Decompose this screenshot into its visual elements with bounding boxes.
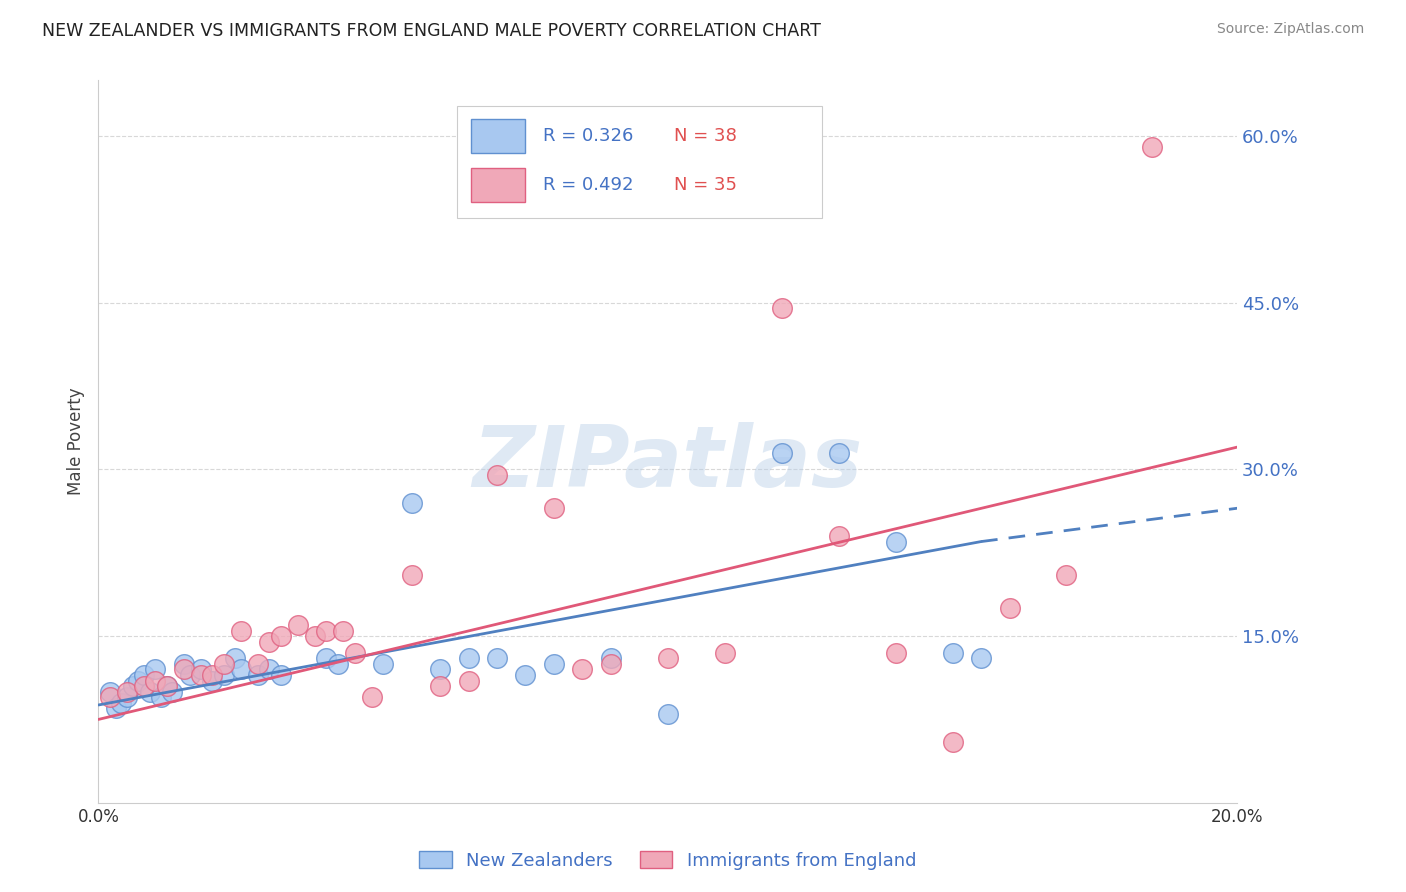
Point bbox=[162, 684, 184, 698]
Point bbox=[115, 690, 138, 705]
Point bbox=[145, 673, 167, 688]
Point bbox=[201, 673, 224, 688]
Point bbox=[156, 679, 179, 693]
Point bbox=[486, 651, 509, 665]
Point bbox=[429, 679, 451, 693]
Point bbox=[259, 662, 281, 676]
Point bbox=[1140, 140, 1163, 154]
Point bbox=[600, 657, 623, 671]
Point bbox=[156, 679, 179, 693]
Point bbox=[246, 657, 269, 671]
Point bbox=[401, 496, 423, 510]
Point bbox=[104, 701, 127, 715]
Point bbox=[457, 651, 479, 665]
Point bbox=[373, 657, 395, 671]
Point bbox=[110, 696, 132, 710]
Text: ZIPatlas: ZIPatlas bbox=[472, 422, 863, 505]
Point bbox=[884, 534, 907, 549]
Point bbox=[543, 657, 565, 671]
Point bbox=[246, 668, 269, 682]
Point bbox=[714, 646, 737, 660]
Point bbox=[304, 629, 326, 643]
Text: R = 0.326: R = 0.326 bbox=[543, 127, 633, 145]
Point bbox=[145, 662, 167, 676]
Point bbox=[770, 445, 793, 459]
Point bbox=[127, 673, 149, 688]
Point bbox=[515, 668, 537, 682]
Point bbox=[287, 618, 309, 632]
Point bbox=[828, 529, 851, 543]
Point bbox=[270, 668, 292, 682]
Point bbox=[998, 601, 1021, 615]
Point bbox=[98, 684, 121, 698]
Point bbox=[259, 634, 281, 648]
Point bbox=[401, 568, 423, 582]
Text: NEW ZEALANDER VS IMMIGRANTS FROM ENGLAND MALE POVERTY CORRELATION CHART: NEW ZEALANDER VS IMMIGRANTS FROM ENGLAND… bbox=[42, 22, 821, 40]
Point bbox=[150, 690, 173, 705]
Point bbox=[315, 624, 337, 638]
Text: N = 38: N = 38 bbox=[673, 127, 737, 145]
Point bbox=[132, 668, 155, 682]
Point bbox=[179, 668, 201, 682]
Point bbox=[970, 651, 993, 665]
Point bbox=[770, 301, 793, 315]
Point bbox=[173, 657, 195, 671]
Point bbox=[212, 668, 235, 682]
Legend: New Zealanders, Immigrants from England: New Zealanders, Immigrants from England bbox=[412, 844, 924, 877]
Point bbox=[486, 467, 509, 482]
Point bbox=[201, 668, 224, 682]
Point bbox=[270, 629, 292, 643]
Point bbox=[190, 662, 212, 676]
Point bbox=[138, 684, 160, 698]
Point bbox=[942, 734, 965, 748]
Point bbox=[657, 651, 679, 665]
Point bbox=[543, 501, 565, 516]
Point bbox=[332, 624, 354, 638]
Text: N = 35: N = 35 bbox=[673, 176, 737, 194]
Point bbox=[98, 690, 121, 705]
FancyBboxPatch shape bbox=[471, 168, 526, 202]
FancyBboxPatch shape bbox=[457, 105, 821, 218]
Point bbox=[1056, 568, 1078, 582]
Point bbox=[212, 657, 235, 671]
Point bbox=[229, 662, 252, 676]
Point bbox=[942, 646, 965, 660]
Point bbox=[224, 651, 246, 665]
Point bbox=[315, 651, 337, 665]
Point bbox=[828, 445, 851, 459]
Point bbox=[600, 651, 623, 665]
Point bbox=[571, 662, 593, 676]
Point bbox=[657, 706, 679, 721]
Point bbox=[229, 624, 252, 638]
Point bbox=[121, 679, 143, 693]
Point bbox=[429, 662, 451, 676]
Point bbox=[173, 662, 195, 676]
FancyBboxPatch shape bbox=[471, 119, 526, 153]
Y-axis label: Male Poverty: Male Poverty bbox=[67, 388, 86, 495]
Point bbox=[326, 657, 349, 671]
Text: Source: ZipAtlas.com: Source: ZipAtlas.com bbox=[1216, 22, 1364, 37]
Point bbox=[457, 673, 479, 688]
Point bbox=[190, 668, 212, 682]
Point bbox=[884, 646, 907, 660]
Point bbox=[115, 684, 138, 698]
Point bbox=[360, 690, 382, 705]
Point bbox=[343, 646, 366, 660]
Text: R = 0.492: R = 0.492 bbox=[543, 176, 633, 194]
Point bbox=[132, 679, 155, 693]
